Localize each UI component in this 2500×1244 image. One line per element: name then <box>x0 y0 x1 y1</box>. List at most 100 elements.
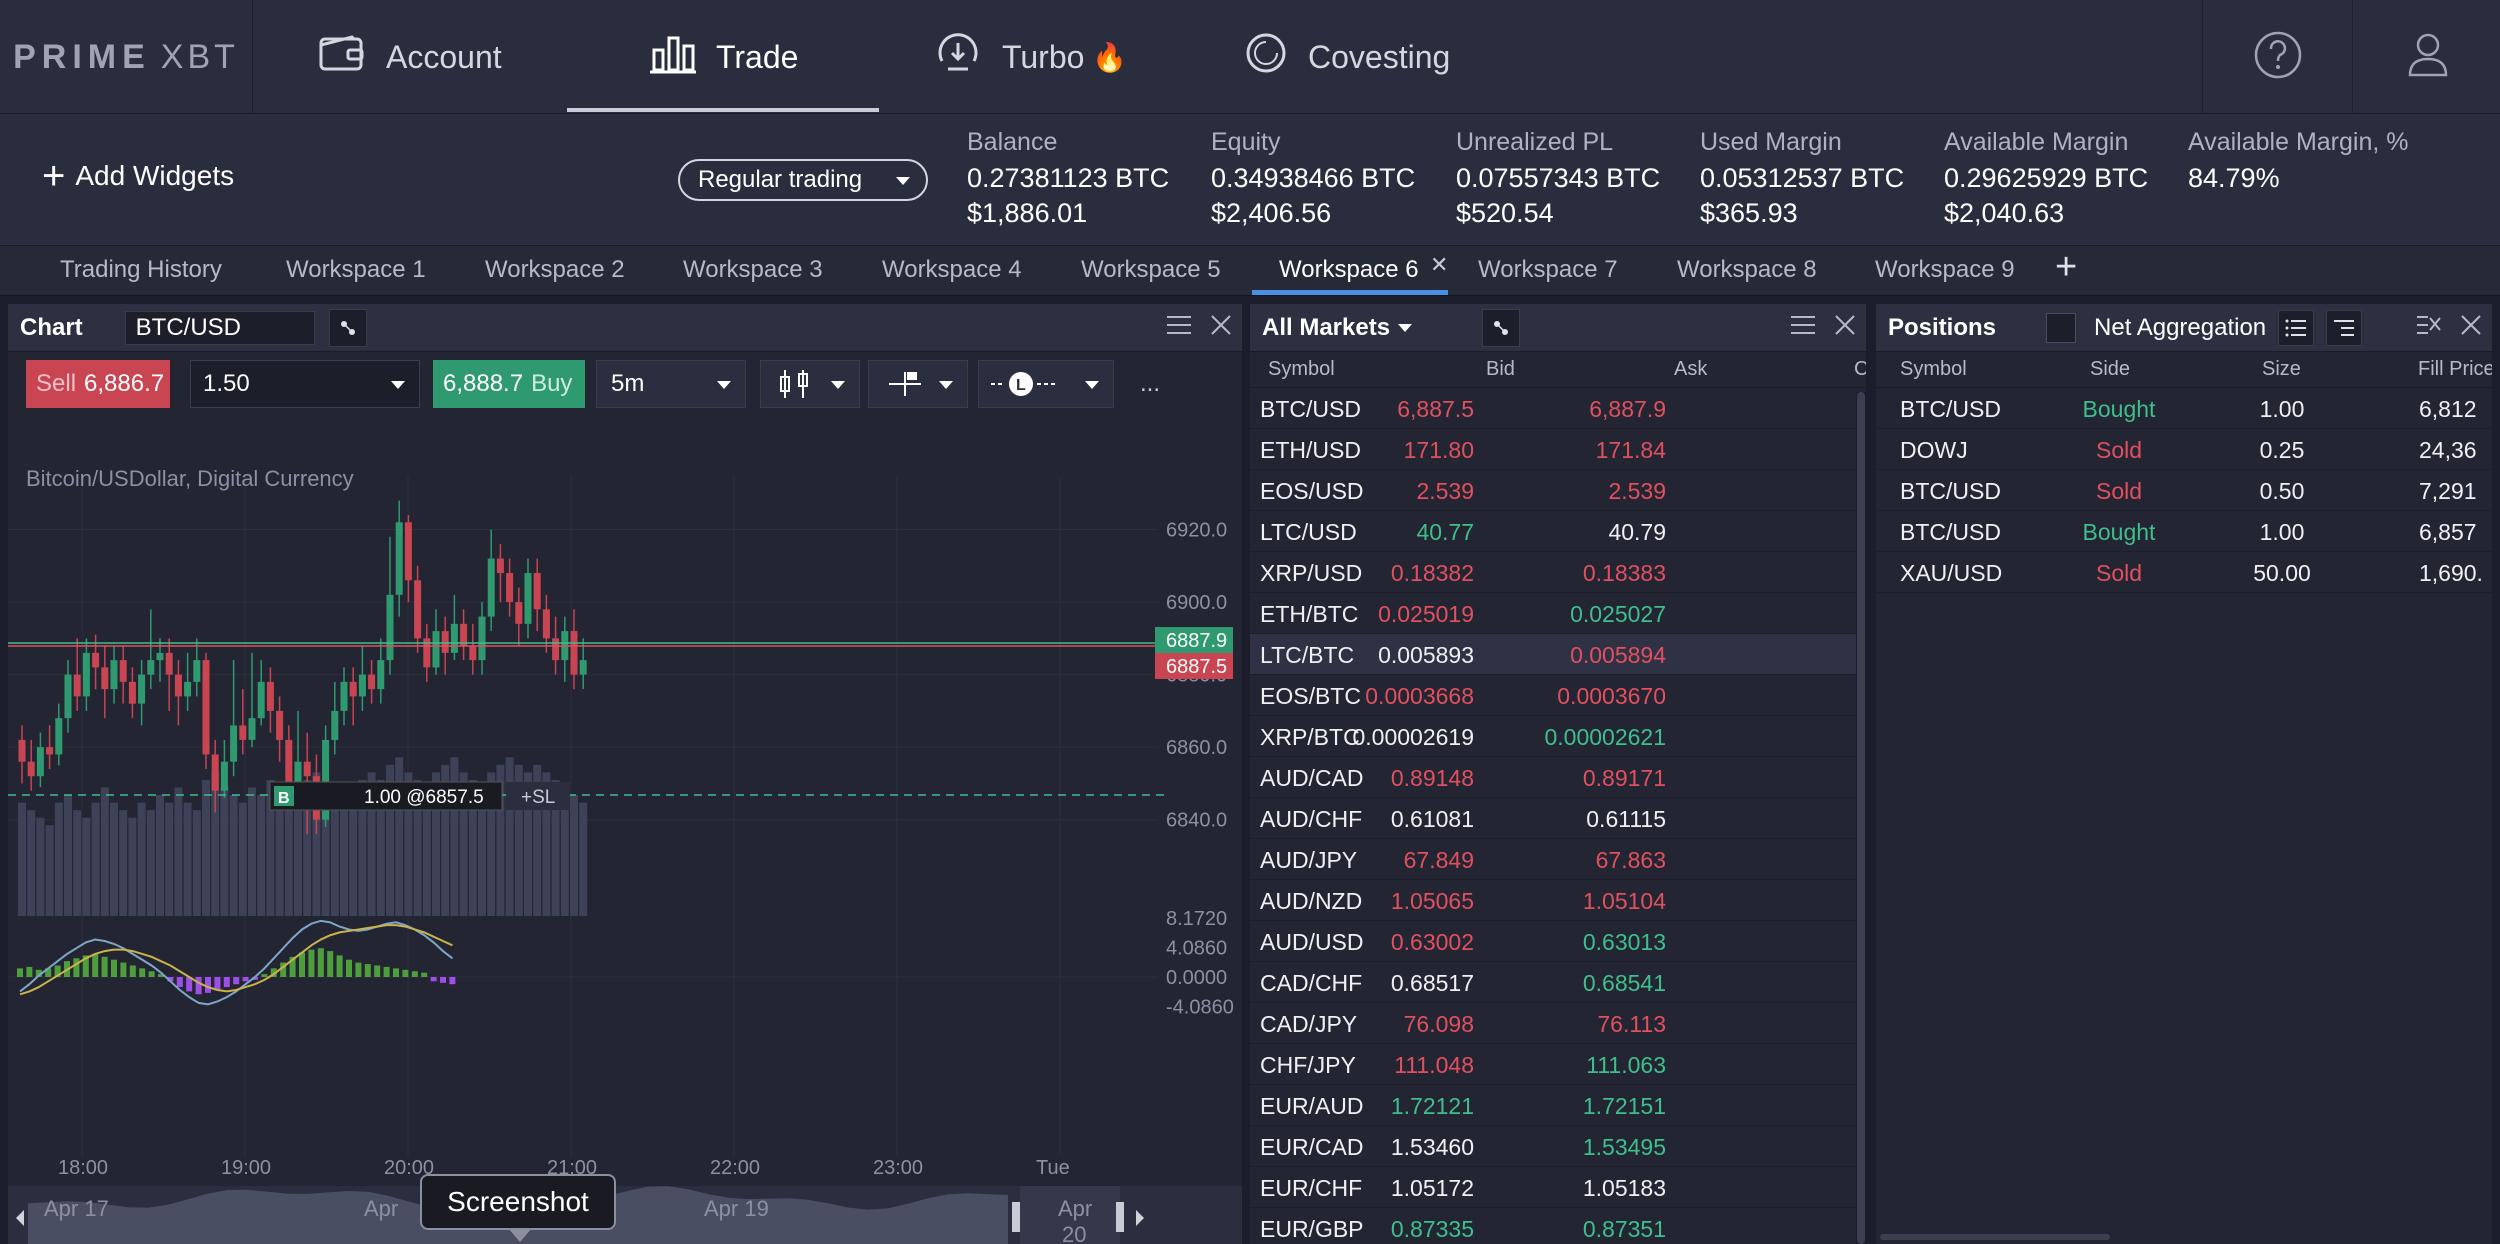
positions-horizontal-scrollbar[interactable] <box>1880 1234 2110 1240</box>
market-bid[interactable]: 111.048 <box>1394 1052 1474 1078</box>
market-bid[interactable]: 0.18382 <box>1390 560 1474 586</box>
close-icon[interactable] <box>2460 314 2482 336</box>
market-bid[interactable]: 171.80 <box>1403 437 1474 463</box>
column-header-symbol[interactable]: Symbol <box>1900 358 1967 380</box>
tab-workspace-7[interactable]: Workspace 7 <box>1478 256 1618 283</box>
market-ask[interactable]: 171.84 <box>1595 437 1666 463</box>
position-row[interactable]: XAU/USD Sold 50.00 1,690. <box>1876 552 2492 593</box>
market-bid[interactable]: 1.53460 <box>1390 1134 1474 1160</box>
markets-scrollbar[interactable] <box>1856 392 1866 1244</box>
help-button[interactable] <box>2202 0 2352 114</box>
net-aggregation-checkbox[interactable] <box>2046 312 2077 343</box>
market-ask[interactable]: 76.113 <box>1597 1011 1666 1037</box>
market-ask[interactable]: 6,887.9 <box>1589 396 1666 422</box>
market-bid[interactable]: 0.0003668 <box>1365 683 1474 709</box>
position-row[interactable]: BTC/USD Bought 1.00 6,857 <box>1876 511 2492 552</box>
market-bid[interactable]: 0.61081 <box>1390 806 1474 832</box>
column-header-size[interactable]: Size <box>2262 358 2301 380</box>
tab-workspace-1[interactable]: Workspace 1 <box>286 256 426 283</box>
market-bid[interactable]: 0.025019 <box>1378 601 1474 627</box>
position-row[interactable]: BTC/USD Bought 1.00 6,812 <box>1876 388 2492 429</box>
market-ask[interactable]: 0.61115 <box>1586 806 1666 832</box>
market-bid[interactable]: 76.098 <box>1403 1011 1474 1037</box>
market-bid[interactable]: 0.89148 <box>1390 765 1474 791</box>
market-bid[interactable]: 0.00002619 <box>1352 724 1474 750</box>
close-tab-icon[interactable]: ✕ <box>1430 252 1449 277</box>
line-style-select[interactable]: L <box>978 360 1114 408</box>
column-header-ask[interactable]: Ask <box>1674 358 1708 380</box>
position-row[interactable]: DOWJ Sold 0.25 24,36 <box>1876 429 2492 470</box>
menu-icon[interactable] <box>1790 314 1816 336</box>
market-bid[interactable]: 0.005893 <box>1378 642 1474 668</box>
nav-turbo-tab[interactable]: Turbo 🔥 <box>934 0 1127 114</box>
column-header-fill-price[interactable]: Fill Price <box>2418 358 2492 380</box>
market-ask[interactable]: 1.05183 <box>1582 1175 1666 1201</box>
market-ask[interactable]: 1.05104 <box>1582 888 1666 914</box>
market-bid[interactable]: 67.849 <box>1403 847 1474 873</box>
nav-trade-tab[interactable]: Trade <box>650 0 798 114</box>
column-header-bid[interactable]: Bid <box>1486 358 1515 380</box>
market-bid[interactable]: 1.05172 <box>1390 1175 1474 1201</box>
position-label-box[interactable] <box>269 781 503 811</box>
chart-symbol-input[interactable]: BTC/USD <box>124 310 315 345</box>
tab-workspace-8[interactable]: Workspace 8 <box>1677 256 1817 283</box>
profile-button[interactable] <box>2352 0 2500 114</box>
close-all-icon[interactable] <box>2416 314 2442 336</box>
timeframe-select[interactable]: 5m <box>596 360 746 408</box>
market-ask[interactable]: 1.72151 <box>1582 1093 1666 1119</box>
markets-title[interactable]: All Markets <box>1262 313 1391 341</box>
market-ask[interactable]: 67.863 <box>1595 847 1666 873</box>
navigator-handle-right[interactable] <box>1116 1202 1124 1232</box>
market-ask[interactable]: 111.063 <box>1586 1052 1666 1078</box>
buy-button[interactable]: 6,888.7 Buy <box>433 360 585 408</box>
add-stop-loss-button[interactable] <box>506 782 570 810</box>
tab-workspace-4[interactable]: Workspace 4 <box>882 256 1022 283</box>
scroll-left-icon[interactable] <box>16 1210 24 1226</box>
close-icon[interactable] <box>1834 314 1856 336</box>
link-button[interactable] <box>328 308 367 347</box>
tab-workspace-5[interactable]: Workspace 5 <box>1081 256 1221 283</box>
tab-workspace-3[interactable]: Workspace 3 <box>683 256 823 283</box>
scroll-right-icon[interactable] <box>1136 1210 1144 1226</box>
add-workspace-icon[interactable]: + <box>2055 246 2078 288</box>
column-header-symbol[interactable]: Symbol <box>1268 358 1335 380</box>
menu-icon[interactable] <box>1166 314 1192 336</box>
navigator-handle-left[interactable] <box>1012 1202 1020 1232</box>
link-button[interactable] <box>1482 308 1521 347</box>
column-header-side[interactable]: Side <box>2090 358 2131 380</box>
market-ask[interactable]: 0.0003670 <box>1557 683 1666 709</box>
navigator-window[interactable] <box>1020 1186 1120 1244</box>
tab-workspace-6[interactable]: Workspace 6 <box>1279 256 1419 283</box>
market-ask[interactable]: 0.00002621 <box>1544 724 1666 750</box>
market-ask[interactable]: 0.87351 <box>1582 1216 1666 1242</box>
market-ask[interactable]: 0.89171 <box>1582 765 1666 791</box>
sell-button[interactable]: Sell 6,886.7 <box>26 360 170 408</box>
market-bid[interactable]: 40.77 <box>1416 519 1474 545</box>
market-ask[interactable]: 0.68541 <box>1582 970 1666 996</box>
logo[interactable]: PRIME XBT <box>0 0 253 114</box>
market-bid[interactable]: 0.87335 <box>1390 1216 1474 1242</box>
sort-button[interactable] <box>2278 309 2315 346</box>
tab-trading-history[interactable]: Trading History <box>60 256 222 283</box>
market-ask[interactable]: 2.539 <box>1608 478 1666 504</box>
quantity-select[interactable]: 1.50 <box>190 360 420 408</box>
drawing-tools-select[interactable] <box>868 360 968 408</box>
market-bid[interactable]: 6,887.5 <box>1397 396 1474 422</box>
more-options-button[interactable]: ... <box>1140 360 1160 408</box>
